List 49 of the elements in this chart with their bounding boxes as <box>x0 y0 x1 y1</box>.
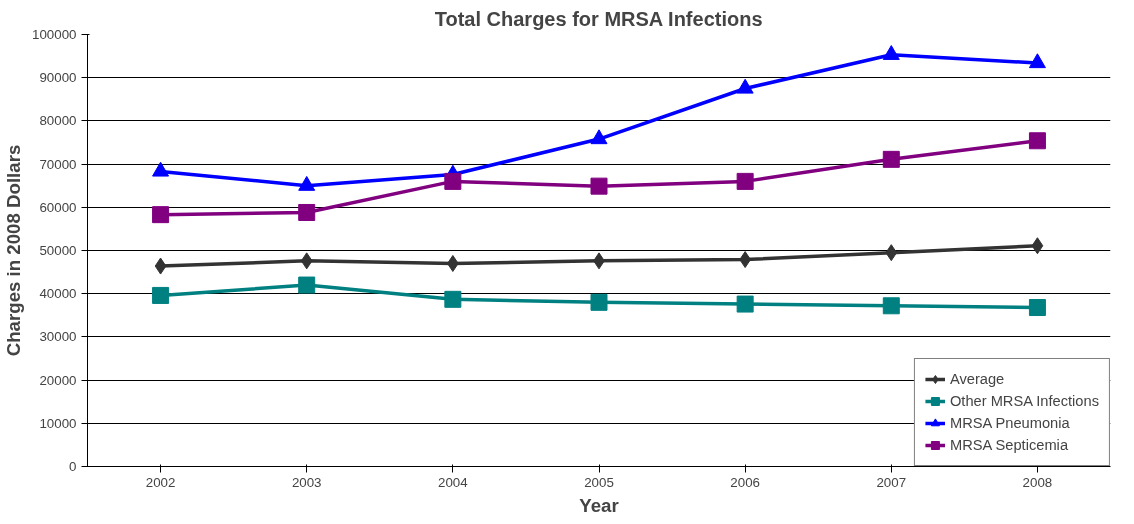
point <box>590 129 608 145</box>
x-tick-label: 2003 <box>291 474 322 490</box>
y-tick-label: 50000 <box>39 243 77 258</box>
x-tick-label: 2007 <box>876 474 907 490</box>
y-tick-label: 20000 <box>39 372 77 388</box>
y-tick-label: 0 <box>69 459 77 474</box>
chart-title: Total Charges for MRSA Infections <box>434 7 763 30</box>
legend-label: Other MRSA Infections <box>949 393 1099 409</box>
point <box>152 206 170 224</box>
x-tick-label: 2005 <box>584 474 614 490</box>
point <box>1028 53 1046 69</box>
point <box>298 276 316 294</box>
point <box>298 175 316 191</box>
y-tick-label: 100000 <box>32 27 77 42</box>
x-tick-label: 2006 <box>730 474 760 490</box>
y-axis-title: Charges in 2008 Dollars <box>3 144 25 357</box>
point <box>882 45 900 60</box>
point <box>1031 237 1044 255</box>
point <box>882 297 900 315</box>
y-tick-label: 70000 <box>39 156 77 172</box>
y-tick-label: 30000 <box>39 329 77 345</box>
point <box>736 78 754 94</box>
x-tick-label: 2004 <box>438 474 469 490</box>
x-tick-label: 2008 <box>1022 474 1053 490</box>
point <box>152 161 170 177</box>
point <box>1028 299 1046 317</box>
point <box>736 172 754 190</box>
point <box>444 290 462 308</box>
point <box>736 295 754 313</box>
y-tick-label: 40000 <box>39 286 77 302</box>
point <box>298 203 316 221</box>
y-tick-label: 60000 <box>39 199 77 215</box>
point <box>152 286 170 304</box>
point <box>300 252 313 270</box>
point <box>1028 132 1046 150</box>
legend-label: Average <box>949 371 1005 387</box>
point <box>590 293 608 311</box>
x-tick-label: 2002 <box>145 474 176 490</box>
y-tick-label: 80000 <box>39 113 77 129</box>
point <box>444 172 462 190</box>
point <box>885 244 898 262</box>
point <box>590 177 608 195</box>
y-tick-label: 10000 <box>39 415 77 431</box>
legend-label: MRSA Pneumonia <box>949 415 1070 431</box>
legend-label: MRSA Septicemia <box>949 437 1069 453</box>
y-tick-label: 90000 <box>39 70 77 86</box>
point <box>154 257 167 275</box>
x-axis-title: Year <box>579 494 619 516</box>
point <box>882 150 900 168</box>
